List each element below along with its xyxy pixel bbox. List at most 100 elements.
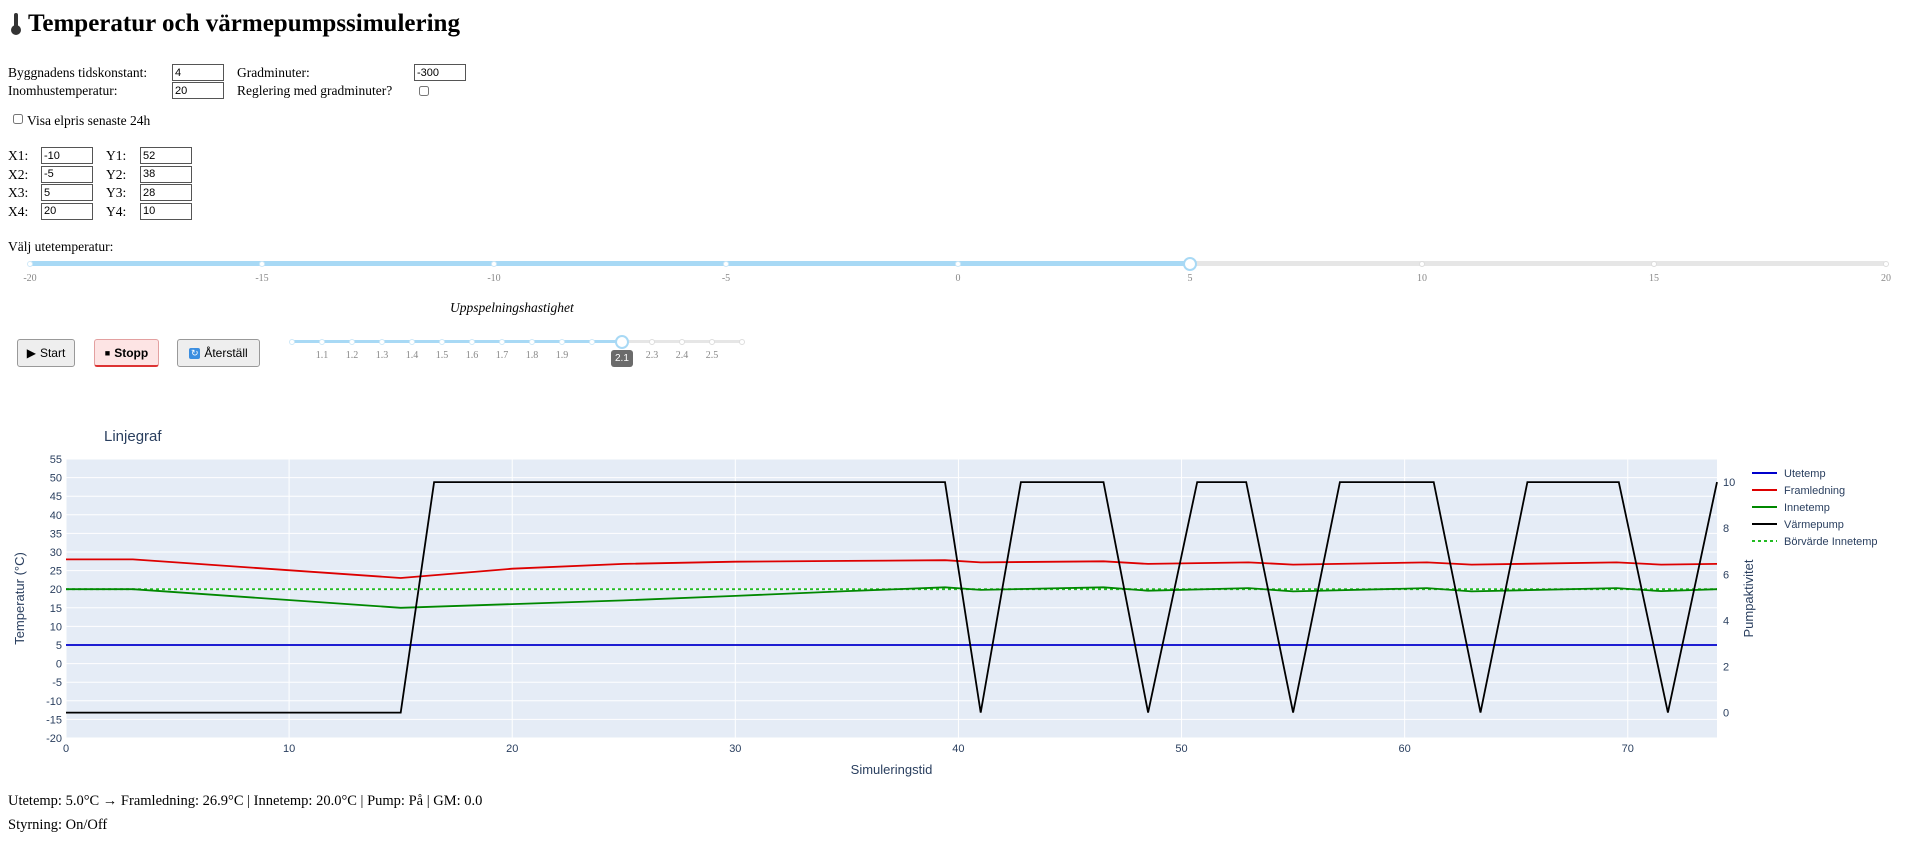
speed-slider-tick bbox=[529, 338, 535, 345]
x-tick-label: 40 bbox=[952, 743, 964, 755]
y2-tick-label: 6 bbox=[1723, 569, 1729, 581]
speed-slider-tick bbox=[319, 338, 325, 345]
speed-slider-tick-label: 1.5 bbox=[435, 350, 449, 361]
series-line-innetemp bbox=[66, 586, 1718, 609]
stop-button[interactable]: ■ Stopp bbox=[94, 339, 159, 367]
degree-minutes-input[interactable] bbox=[414, 64, 466, 81]
chart-title: Linjegraf bbox=[104, 428, 162, 445]
y-tick-label: -15 bbox=[46, 714, 62, 726]
show-price-checkbox[interactable] bbox=[13, 114, 23, 124]
legend-label: Utetemp bbox=[1784, 468, 1826, 480]
y2-tick-label: 10 bbox=[1723, 477, 1735, 489]
speed-slider-tick-label: 1.7 bbox=[495, 350, 509, 361]
y-tick-label: 25 bbox=[50, 566, 62, 578]
curve-y-label: Y4: bbox=[106, 203, 127, 219]
outdoor-slider-tick-label: -15 bbox=[255, 273, 269, 284]
x-tick-label: 50 bbox=[1175, 743, 1187, 755]
outdoor-slider-tick-label: -10 bbox=[487, 273, 501, 284]
x-tick-label: 30 bbox=[729, 743, 741, 755]
outdoor-slider-tick bbox=[1883, 260, 1889, 267]
outdoor-slider-tick-label: 5 bbox=[1187, 273, 1193, 284]
outdoor-slider-tick-label: 0 bbox=[955, 273, 961, 284]
plot-area bbox=[66, 459, 1717, 738]
curve-x2-input[interactable] bbox=[41, 165, 93, 183]
y-tick-label: 50 bbox=[50, 473, 62, 485]
speed-slider-tick bbox=[709, 338, 715, 345]
curve-y-label: Y1: bbox=[106, 148, 127, 163]
reset-icon: ↻ bbox=[189, 347, 201, 359]
speed-slider-tick bbox=[499, 338, 505, 345]
outdoor-slider-tick-label: 10 bbox=[1417, 273, 1427, 284]
speed-slider-tick bbox=[559, 338, 565, 345]
y-axis-label: Temperatur (°C) bbox=[12, 552, 27, 645]
speed-slider-tick-label: 1.9 bbox=[555, 350, 569, 361]
curve-x-label: X3: bbox=[8, 185, 29, 200]
speed-slider-tick bbox=[739, 338, 745, 345]
curve-y1-input[interactable] bbox=[140, 147, 192, 164]
outdoor-slider-tick bbox=[723, 260, 729, 267]
y2-tick-label: 0 bbox=[1723, 708, 1729, 720]
speed-slider-tick bbox=[649, 338, 655, 345]
page-title-text: Temperatur och värmepumpssimulering bbox=[28, 10, 460, 37]
curve-x1-input[interactable] bbox=[41, 147, 93, 164]
speed-slider-tick-label: 1.6 bbox=[465, 350, 479, 361]
curve-x3-input[interactable] bbox=[41, 184, 93, 201]
outdoor-slider-fill bbox=[30, 261, 1190, 266]
y-tick-label: 55 bbox=[50, 454, 62, 466]
x-tick-label: 10 bbox=[283, 743, 295, 755]
x-tick-label: 60 bbox=[1399, 743, 1411, 755]
playback-label: Uppspelningshastighet bbox=[450, 300, 574, 315]
y-tick-label: -20 bbox=[46, 733, 62, 745]
series-line-framledning bbox=[66, 558, 1718, 579]
outdoor-slider-handle[interactable] bbox=[1183, 256, 1197, 271]
y-tick-label: 45 bbox=[50, 491, 62, 503]
y2-axis-label: Pumpaktivitet bbox=[1741, 559, 1756, 637]
curve-y4-input[interactable] bbox=[140, 202, 192, 220]
y-tick-label: 35 bbox=[50, 528, 62, 540]
y2-tick-label: 8 bbox=[1723, 523, 1729, 535]
y-tick-label: 30 bbox=[50, 547, 62, 559]
indoor-temp-input[interactable] bbox=[172, 82, 224, 99]
speed-slider-tick bbox=[439, 338, 445, 345]
curve-y3-input[interactable] bbox=[140, 184, 192, 201]
time-constant-input[interactable] bbox=[172, 64, 224, 81]
speed-slider-tick bbox=[349, 338, 355, 345]
regulation-label: Reglering med gradminuter? bbox=[237, 83, 393, 98]
x-tick-label: 20 bbox=[506, 743, 518, 755]
curve-y-label: Y3: bbox=[106, 185, 127, 200]
speed-slider-tick-label: 2.4 bbox=[675, 350, 689, 361]
outdoor-slider-tick-label: 20 bbox=[1881, 273, 1891, 284]
y-tick-label: 0 bbox=[56, 659, 62, 671]
y-tick-label: -10 bbox=[46, 696, 62, 708]
y-tick-label: 20 bbox=[50, 584, 62, 596]
curve-y2-input[interactable] bbox=[140, 165, 192, 183]
stop-icon: ■ bbox=[104, 347, 111, 358]
degree-minutes-label: Gradminuter: bbox=[237, 65, 310, 80]
x-axis-label: Simuleringstid bbox=[851, 762, 933, 777]
y-tick-label: 15 bbox=[50, 603, 62, 615]
regulation-checkbox[interactable] bbox=[419, 86, 429, 96]
curve-x-label: X2: bbox=[8, 166, 29, 182]
y-tick-label: 40 bbox=[50, 510, 62, 522]
indoor-temp-label: Inomhustemperatur: bbox=[8, 83, 118, 98]
curve-y-label: Y2: bbox=[106, 166, 127, 182]
speed-slider-handle[interactable] bbox=[615, 334, 629, 349]
outdoor-slider-tick-label: -5 bbox=[721, 273, 731, 284]
control-mode-line: Styrning: On/Off bbox=[8, 817, 108, 833]
speed-slider-tick-label: 1.8 bbox=[525, 350, 539, 361]
start-button[interactable]: ▶ Start bbox=[17, 339, 75, 367]
curve-x4-input[interactable] bbox=[41, 202, 93, 220]
reset-button[interactable]: ↻ Återställ bbox=[177, 339, 260, 367]
outdoor-slider-tick bbox=[955, 260, 961, 267]
outdoor-slider-tick bbox=[259, 260, 265, 267]
speed-slider-tick bbox=[469, 338, 475, 345]
speed-value-badge: 2.1 bbox=[611, 350, 633, 367]
legend-label: Innetemp bbox=[1784, 502, 1830, 514]
outdoor-slider-tick-label: 15 bbox=[1649, 273, 1659, 284]
outdoor-slider-tick bbox=[27, 260, 33, 267]
curve-x-label: X4: bbox=[8, 203, 29, 219]
y-tick-label: -5 bbox=[52, 677, 62, 689]
y2-tick-label: 4 bbox=[1723, 615, 1729, 627]
thermometer-icon bbox=[10, 13, 22, 35]
speed-slider-tick bbox=[379, 338, 385, 345]
